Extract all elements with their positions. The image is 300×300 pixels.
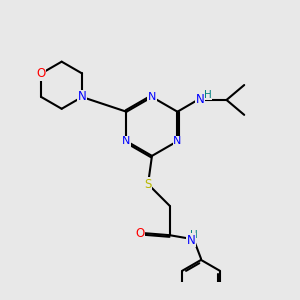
Text: O: O xyxy=(37,67,46,80)
Text: O: O xyxy=(135,227,144,240)
Text: H: H xyxy=(204,90,212,100)
Text: S: S xyxy=(144,178,152,191)
Text: N: N xyxy=(122,136,131,146)
Text: N: N xyxy=(148,92,156,102)
Text: N: N xyxy=(78,91,86,103)
Text: N: N xyxy=(187,234,196,247)
Text: N: N xyxy=(173,136,182,146)
Text: H: H xyxy=(190,230,198,240)
Text: N: N xyxy=(196,93,205,106)
